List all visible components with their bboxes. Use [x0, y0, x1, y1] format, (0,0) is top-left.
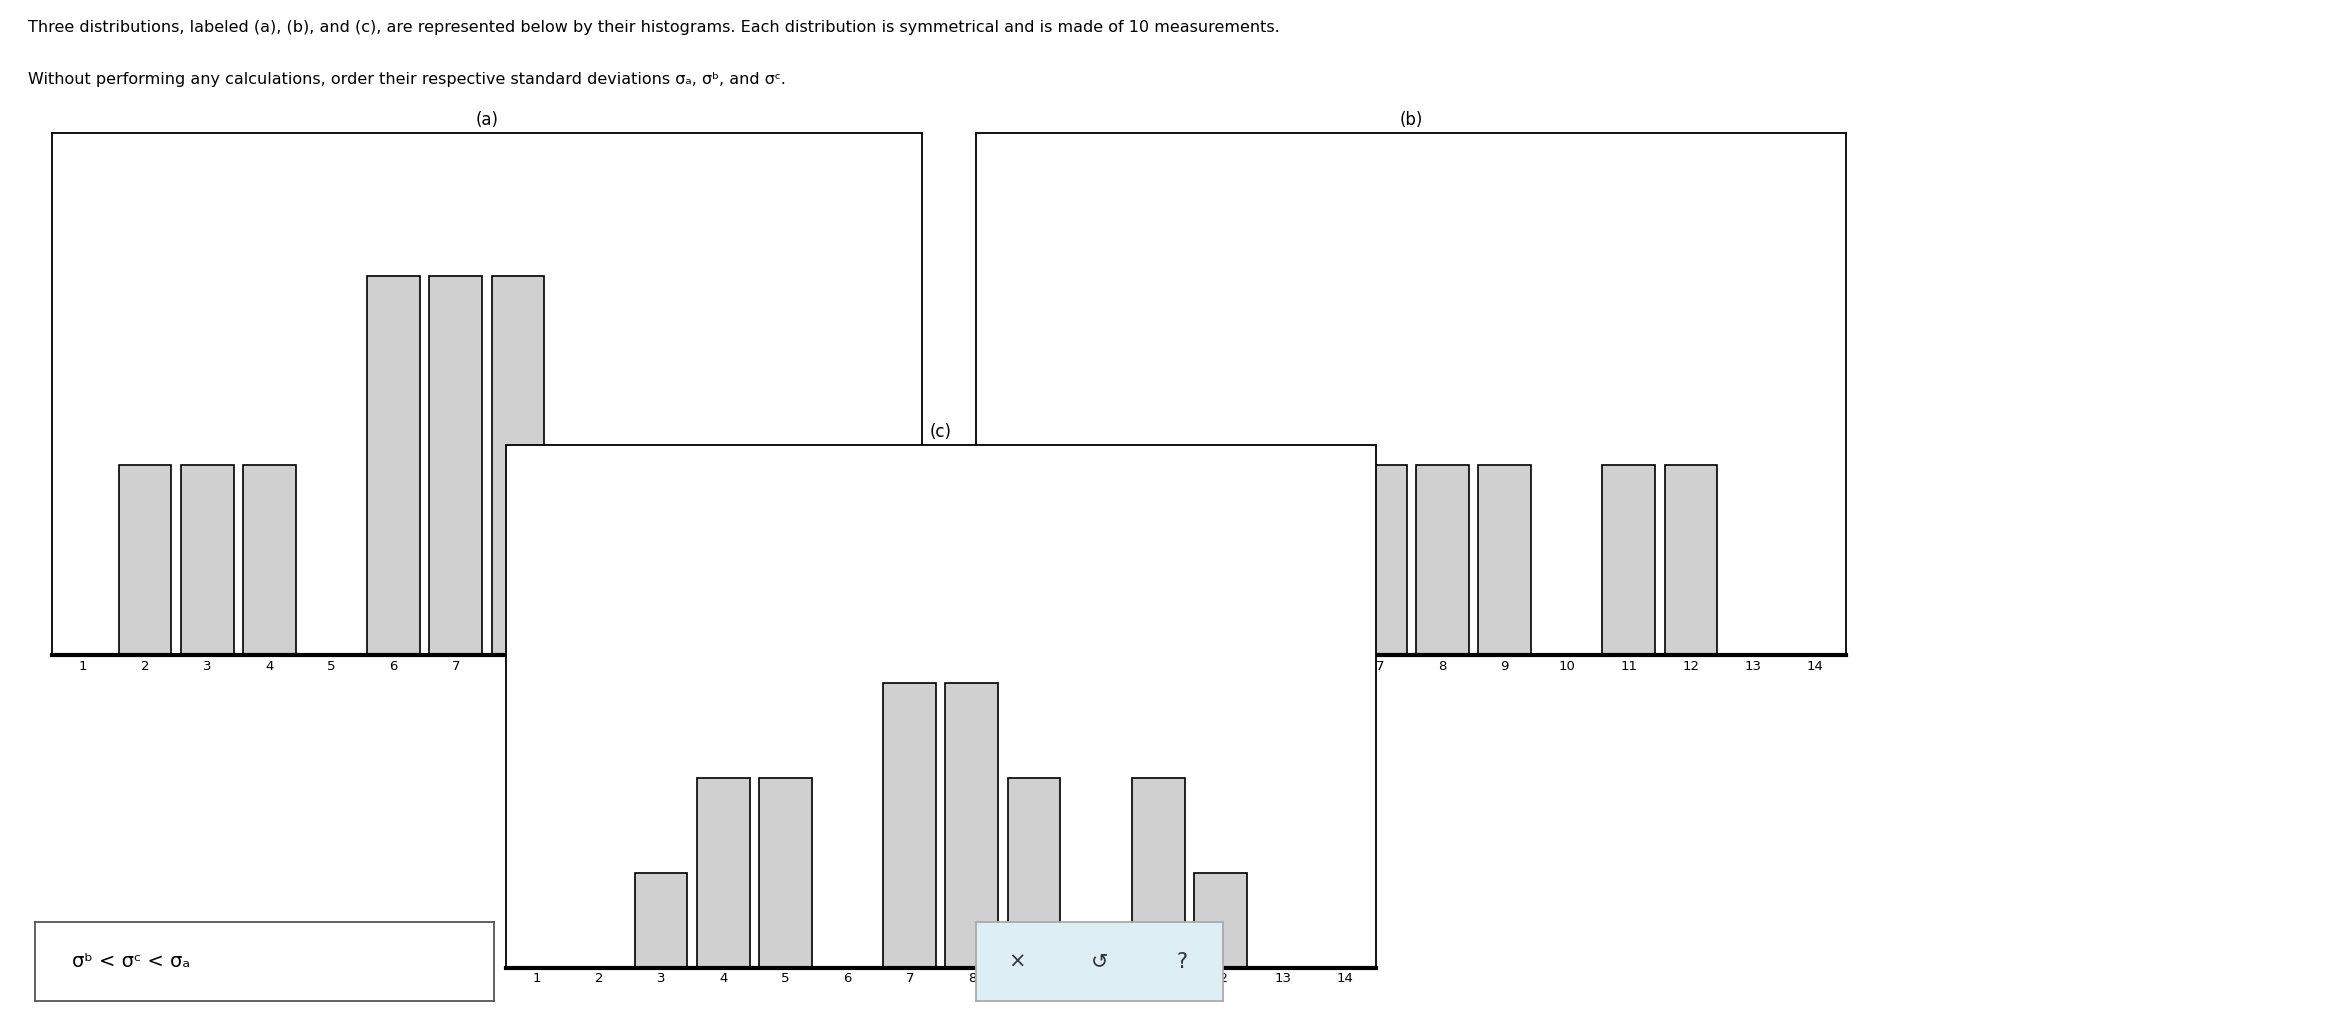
Bar — [1355, 466, 1406, 655]
Bar — [181, 466, 233, 655]
Title: (b): (b) — [1399, 111, 1423, 129]
Title: (c): (c) — [929, 423, 953, 441]
Bar — [1477, 466, 1531, 655]
Bar — [1291, 466, 1345, 655]
Bar — [242, 466, 296, 655]
Text: ↺: ↺ — [1091, 951, 1108, 972]
Bar — [677, 466, 731, 655]
Text: ?: ? — [1176, 951, 1188, 972]
Bar — [492, 275, 543, 655]
Bar — [884, 683, 936, 968]
Bar — [1131, 778, 1185, 968]
Bar — [696, 778, 750, 968]
Bar — [1195, 872, 1247, 968]
Bar — [430, 275, 482, 655]
Bar — [367, 275, 421, 655]
Bar — [1167, 466, 1221, 655]
Bar — [1416, 466, 1468, 655]
Bar — [635, 872, 687, 968]
Bar — [741, 466, 793, 655]
Bar — [946, 683, 997, 968]
Bar — [616, 466, 668, 655]
Title: (a): (a) — [475, 111, 499, 129]
Bar — [118, 466, 172, 655]
Bar — [1665, 466, 1717, 655]
Bar — [1602, 466, 1656, 655]
Text: Without performing any calculations, order their respective standard deviations : Without performing any calculations, ord… — [28, 72, 786, 87]
Bar — [1007, 778, 1061, 968]
Text: ×: × — [1009, 951, 1025, 972]
Bar — [760, 778, 811, 968]
Text: Three distributions, labeled (a), (b), and (c), are represented below by their h: Three distributions, labeled (a), (b), a… — [28, 20, 1279, 36]
Bar — [1105, 466, 1157, 655]
Text: σᵇ < σᶜ < σₐ: σᵇ < σᶜ < σₐ — [73, 952, 191, 971]
